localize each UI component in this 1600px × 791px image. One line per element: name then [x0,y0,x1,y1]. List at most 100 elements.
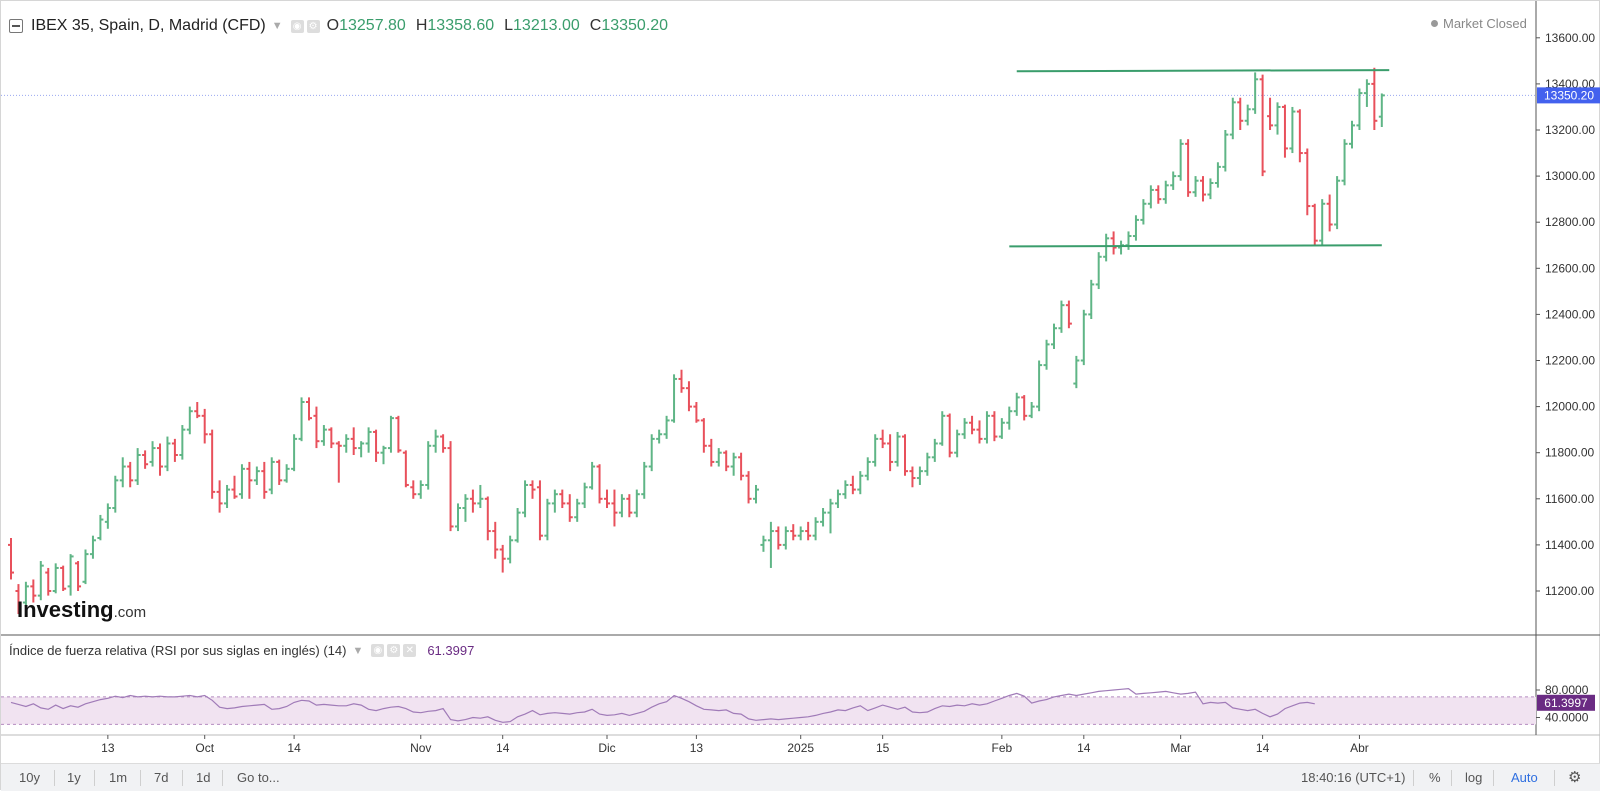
investing-logo: Investing.com [17,597,146,623]
open-value: 13257.80 [339,17,406,34]
ohlc-bar [365,427,372,453]
ohlc-bar [1058,300,1065,333]
footer-toolbar: 10y 1y 1m 7d 1d Go to... 18:40:16 (UTC+1… [1,763,1600,791]
divider [1493,770,1494,786]
ohlc-bar [22,581,29,608]
ohlc-bar [663,415,670,439]
rsi-last-label: 61.3997 [1544,696,1588,710]
rsi-last-tag [1537,694,1595,711]
ohlc-bar [738,452,745,481]
ohlc-bar [1065,300,1072,329]
y-tick-label: 11400.00 [1545,538,1594,552]
ohlc-bar [1319,199,1326,246]
ohlc-bar [887,434,894,472]
ohlc-bar [931,438,938,462]
ohlc-bar [805,521,812,541]
ohlc-bar [864,457,871,481]
ohlc-bar [1006,406,1013,430]
range-1m-button[interactable]: 1m [109,770,128,785]
logo-suffix: .com [113,604,147,621]
ohlc-bar [1132,215,1139,241]
x-tick-label: 2025 [787,741,814,755]
rsi-dropdown-icon[interactable]: ▼ [352,644,364,657]
ohlc-bar [872,434,879,467]
ohlc-bar [1021,395,1028,421]
ohlc-bar [1177,139,1184,181]
rsi-tick-label: 40.0000 [1545,711,1589,725]
ohlc-bar [991,411,998,442]
log-toggle[interactable]: log [1465,770,1483,785]
ohlc-bar [1237,97,1244,130]
rsi-close-icon[interactable]: ✕ [403,644,417,657]
ohlc-bar [820,508,827,527]
ohlc-bar [1304,148,1311,216]
ohlc-bar [916,466,923,485]
ohlc-bar [1363,79,1370,107]
ohlc-bar [1028,401,1035,419]
ohlc-bar [797,526,804,541]
clock-time: 18:40:16 (UTC+1) [1301,770,1406,785]
y-tick-label: 12200.00 [1545,354,1595,368]
auto-toggle[interactable]: Auto [1511,770,1538,785]
x-tick-label: Feb [992,741,1013,755]
ohlc-bar [82,549,89,585]
resistance-trendline [1016,69,1390,73]
logo-main: Investing [17,597,114,622]
ohlc-bar [596,464,603,504]
ohlc-bar [97,514,104,541]
ohlc-bar [909,466,916,488]
ohlc-bar [380,445,387,465]
ohlc-bar [8,537,14,580]
x-tick-label: Abr [1350,741,1369,755]
ohlc-bar [626,494,633,518]
ohlc-bar [618,494,625,518]
ohlc-bar [745,471,752,504]
ohlc-bar [812,517,819,541]
symbol-title[interactable]: IBEX 35, Spain, D, Madrid (CFD) [31,17,266,34]
x-tick-label: 13 [690,741,704,755]
ohlc-bar [1110,231,1117,255]
ohlc-bar [253,466,260,485]
ohlc-bar [1170,171,1177,190]
ohlc-bar [171,438,178,462]
ohlc-bar [432,429,439,453]
x-tick-label: Mar [1170,741,1191,755]
gear-icon[interactable]: ⚙ [1568,769,1582,786]
range-1d-button[interactable]: 1d [196,770,211,785]
range-10y-button[interactable]: 10y [19,770,40,785]
range-7d-button[interactable]: 7d [154,770,169,785]
ohlc-bar [1267,97,1274,130]
rsi-band [1,696,1536,725]
close-label: C [589,17,602,34]
rsi-settings-icon[interactable]: ⚙ [387,644,401,657]
rsi-visibility-icon[interactable]: ◉ [371,644,385,657]
ohlc-bar [134,448,141,485]
ohlc-bar [522,480,529,518]
ohlc-bar [216,480,223,513]
ohlc-bar [1043,339,1050,370]
ohlc-bar [231,475,238,499]
chart-canvas[interactable]: 11200.00 11400.00 11600.00 11800.00 12000.00… [1,1,1600,763]
visibility-icon[interactable]: ◉ [290,19,304,33]
settings-icon[interactable]: ⚙ [306,19,320,33]
ohlc-bar [306,397,312,421]
percent-toggle[interactable]: % [1429,770,1441,785]
ohlc-bar [1036,360,1043,412]
ohlc-bar [89,535,96,559]
market-status: Market Closed [1431,16,1527,31]
ohlc-bar [611,489,618,527]
goto-button[interactable]: Go to... [237,770,280,785]
ohlc-bar [291,434,298,472]
ohlc-bar [753,484,759,504]
y-tick-label: 13000.00 [1545,169,1595,183]
rsi-title[interactable]: Índice de fuerza relativa (RSI por sus s… [9,643,347,658]
ohlc-bar [499,544,506,573]
ohlc-bar [455,503,461,532]
ohlc-bar [45,567,52,596]
collapse-icon[interactable] [9,19,23,33]
range-1y-button[interactable]: 1y [67,770,81,785]
symbol-dropdown-icon[interactable]: ▼ [271,20,283,32]
ohlc-bar [581,482,588,509]
ohlc-bar [261,461,268,499]
